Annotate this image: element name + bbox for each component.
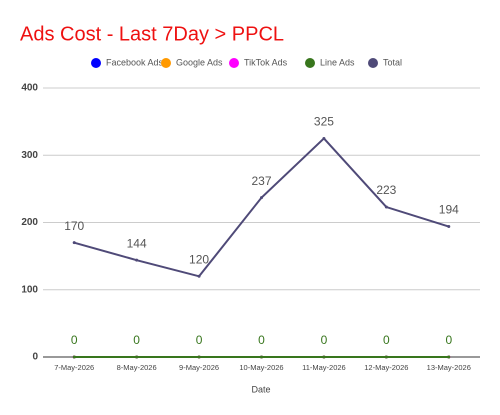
legend-label: TikTok Ads	[244, 57, 288, 67]
data-point	[260, 196, 263, 200]
x-tick-label: 13-May-2026	[427, 363, 471, 372]
data-label: 0	[445, 333, 452, 347]
x-tick-label: 8-May-2026	[117, 363, 157, 372]
chart-title: Ads Cost - Last 7Day > PPCL	[20, 23, 284, 45]
x-tick-label: 12-May-2026	[364, 363, 408, 372]
data-label: 0	[71, 333, 78, 347]
legend-label: Google Ads	[176, 57, 223, 67]
legend-label: Facebook Ads	[106, 57, 164, 67]
data-label: 0	[196, 333, 203, 347]
data-label: 120	[189, 252, 209, 266]
data-point	[384, 205, 388, 209]
x-tick-label: 9-May-2026	[179, 363, 219, 372]
y-tick-label: 300	[21, 150, 38, 161]
data-label: 0	[258, 333, 265, 347]
x-tick-label: 10-May-2026	[239, 363, 283, 372]
legend-swatch	[305, 58, 315, 68]
x-tick-label: 7-May-2026	[54, 363, 94, 372]
data-label: 0	[383, 333, 390, 347]
data-point	[322, 355, 326, 359]
legend-swatch	[229, 58, 239, 68]
data-label: 325	[314, 115, 334, 129]
data-point	[197, 274, 201, 278]
data-label: 144	[127, 236, 147, 250]
data-point	[72, 241, 76, 245]
data-point	[197, 355, 201, 359]
data-point	[135, 355, 139, 359]
y-tick-label: 100	[21, 284, 38, 295]
data-point	[447, 225, 451, 229]
data-label: 0	[133, 333, 140, 347]
data-point	[447, 355, 451, 359]
data-label: 0	[321, 333, 328, 347]
data-point	[72, 355, 76, 359]
data-label: 194	[439, 203, 459, 217]
data-point	[135, 258, 139, 262]
legend-swatch	[161, 58, 171, 68]
x-tick-label: 11-May-2026	[302, 363, 346, 372]
data-label: 170	[64, 219, 84, 233]
legend-swatch	[91, 58, 101, 68]
legend-label: Line Ads	[320, 57, 355, 67]
y-tick-label: 200	[21, 217, 38, 228]
y-tick-label: 0	[32, 352, 38, 363]
data-point	[384, 355, 388, 359]
y-tick-label: 400	[21, 83, 38, 94]
x-axis-label: Date	[251, 384, 270, 394]
series-line	[73, 137, 450, 278]
data-point	[260, 355, 263, 359]
data-point	[322, 136, 326, 140]
data-label: 237	[251, 174, 271, 188]
legend-label: Total	[383, 57, 402, 67]
legend-swatch	[368, 58, 378, 68]
data-label: 223	[376, 183, 396, 197]
